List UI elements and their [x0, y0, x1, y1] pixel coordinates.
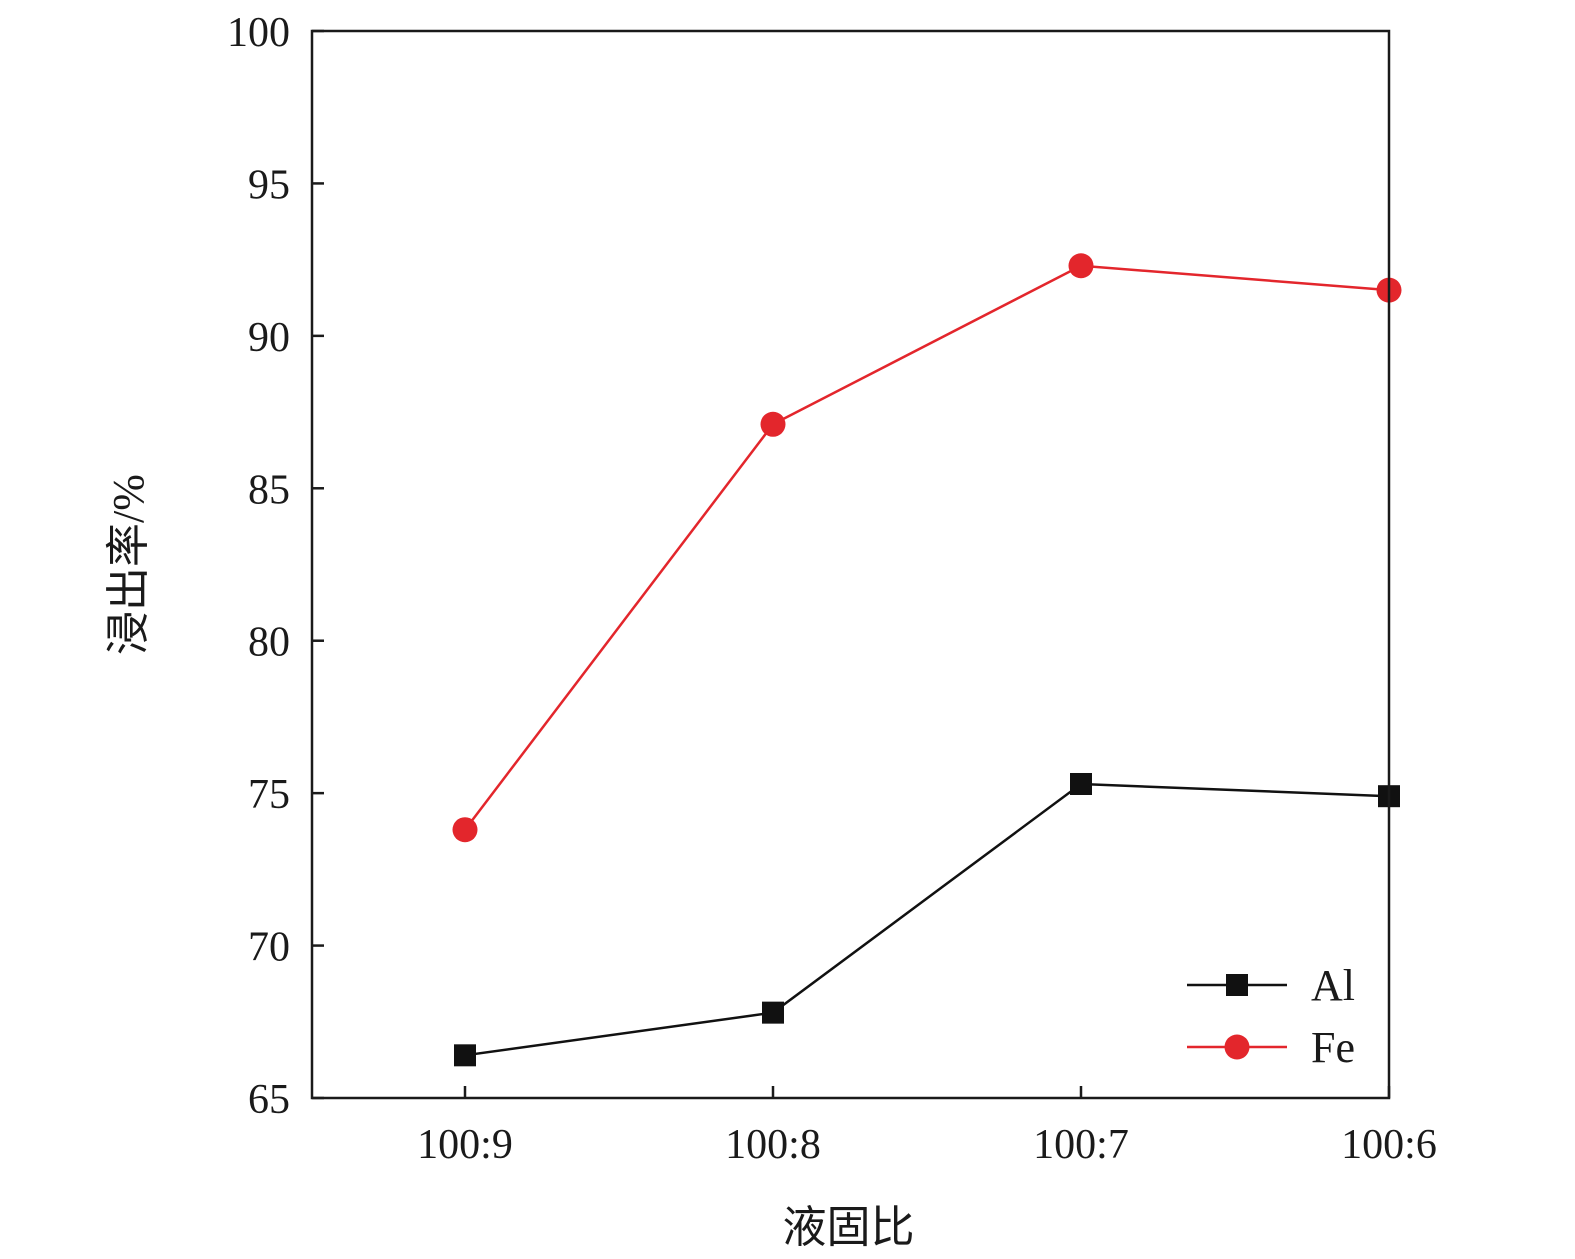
y-tick-label: 100: [227, 10, 290, 56]
y-tick-label: 90: [248, 315, 290, 361]
data-point-fe: [1068, 253, 1094, 279]
data-point-al: [454, 1044, 476, 1067]
y-tick-label: 75: [248, 772, 290, 818]
legend-marker-fe: [1224, 1034, 1250, 1060]
data-point-fe: [760, 411, 786, 437]
x-tick-label: 100:8: [725, 1122, 821, 1168]
legend-label-fe: Fe: [1311, 1023, 1355, 1072]
y-tick-label: 65: [248, 1077, 290, 1123]
series-layer: [452, 253, 1402, 1067]
legend-label-al: Al: [1311, 961, 1355, 1010]
x-axis-title: 液固比: [783, 1203, 915, 1252]
y-tick-label: 85: [248, 467, 290, 513]
y-axis-ticks: 65 70 75 80 85 90 95 100: [227, 10, 324, 1123]
data-point-al: [762, 1001, 784, 1024]
y-tick-label: 95: [248, 162, 290, 208]
legend-marker-al: [1226, 974, 1248, 996]
x-tick-label: 100:7: [1033, 1122, 1129, 1168]
legend: Al Fe: [1187, 961, 1355, 1072]
y-tick-label: 70: [248, 925, 290, 971]
data-point-al: [1070, 772, 1092, 795]
x-tick-label: 100:6: [1341, 1122, 1437, 1168]
x-axis-ticks: 100:9 100:8 100:7 100:6: [417, 1086, 1437, 1168]
plot-frame: [310, 29, 1391, 1100]
series-line-al: [464, 782, 1390, 1057]
y-axis-title: 浸出率/%: [104, 474, 153, 655]
x-tick-label: 100:9: [417, 1122, 513, 1168]
series-line-fe: [464, 264, 1390, 831]
y-tick-label: 80: [248, 620, 290, 666]
data-point-fe: [452, 817, 478, 843]
